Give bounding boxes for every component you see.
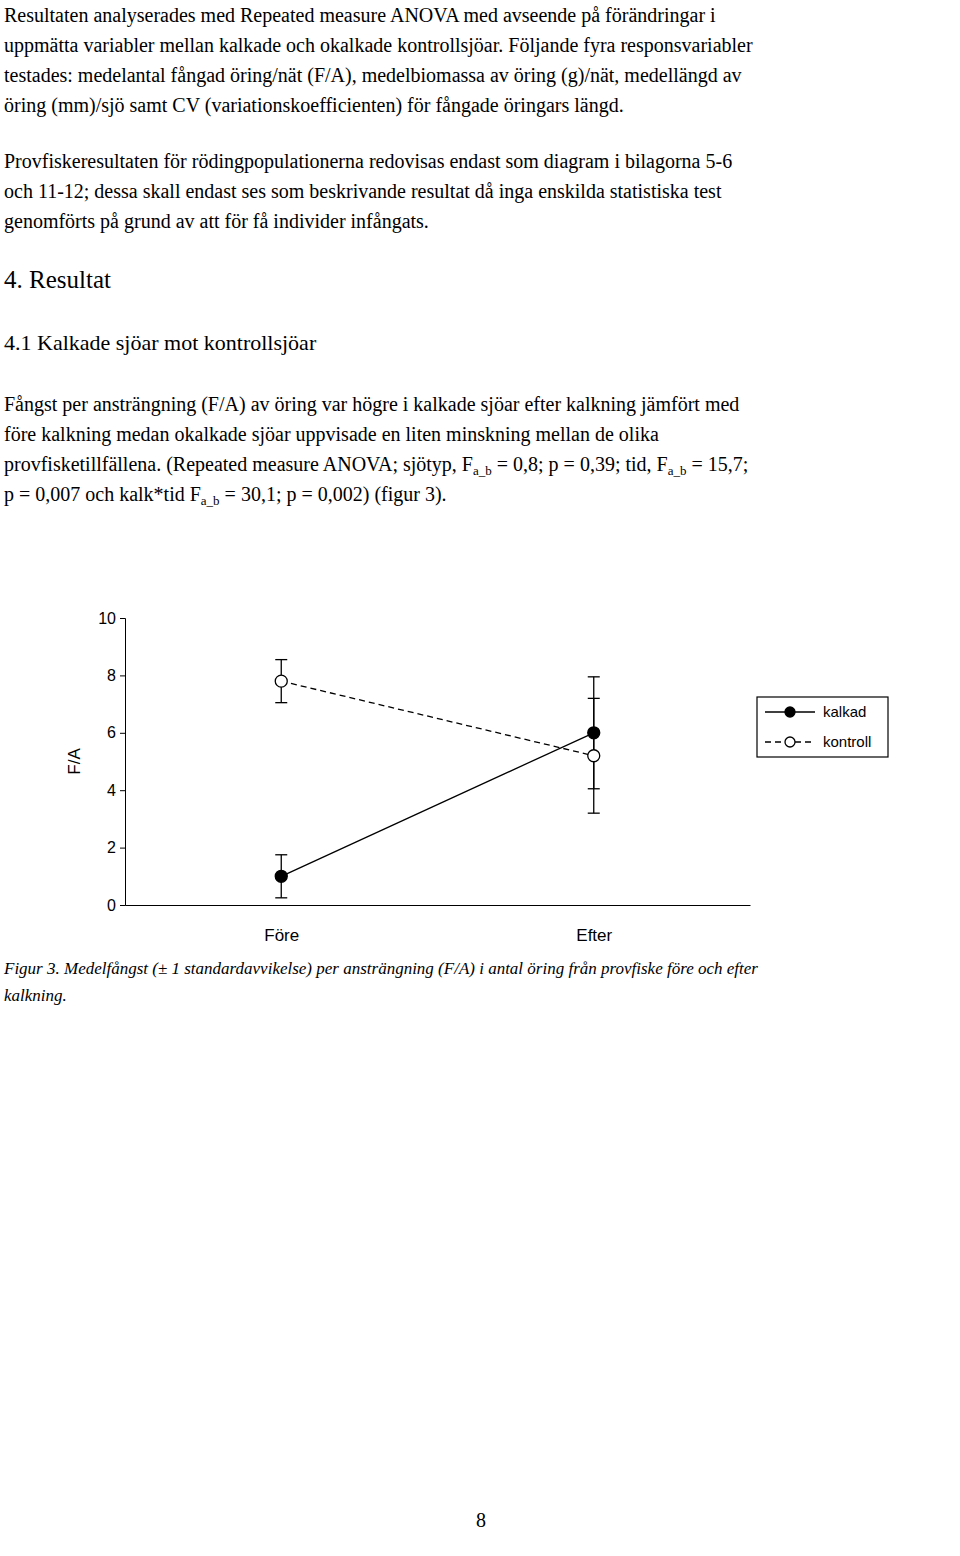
y-tick-mark xyxy=(120,733,125,734)
y-axis: 0 2 4 6 8 10 xyxy=(98,610,125,914)
y-tick-mark xyxy=(120,905,125,906)
x-axis-line xyxy=(126,905,751,906)
series xyxy=(275,660,600,814)
error-bar xyxy=(275,855,287,898)
text-line: provfisketillfällena. (Repeated measure … xyxy=(4,449,748,479)
error-bar-cap xyxy=(275,659,287,660)
x-tick-label: Efter xyxy=(576,926,612,945)
y-tick: 2 xyxy=(107,839,125,856)
text-line: 8 xyxy=(476,1505,486,1535)
text-run: provfisketillfällena. (Repeated measure … xyxy=(4,453,473,475)
text-run: = 0,8; p = 0,39; tid, F xyxy=(492,453,668,475)
subscript: a_b xyxy=(668,463,687,478)
page: Resultaten analyserades med Repeated mea… xyxy=(0,0,960,1556)
text-line: Resultaten analyserades med Repeated mea… xyxy=(4,0,716,30)
y-axis-line xyxy=(120,619,126,906)
text-line: Figur 3. Medelfångst (± 1 standardavvike… xyxy=(4,955,758,982)
x-tick-label: Före xyxy=(264,926,299,945)
y-tick: 6 xyxy=(107,724,125,741)
y-tick-label: 6 xyxy=(107,724,116,741)
data-point xyxy=(275,675,287,687)
y-tick-label: 4 xyxy=(107,782,116,799)
legend-marker xyxy=(785,707,795,717)
data-point xyxy=(275,870,287,882)
text-line: före kalkning medan okalkade sjöar uppvi… xyxy=(4,419,659,449)
y-tick-label: 2 xyxy=(107,839,116,856)
y-tick: 4 xyxy=(107,782,125,799)
y-tick-label: 8 xyxy=(107,667,116,684)
error-bar-cap xyxy=(588,698,600,699)
text-line: testades: medelantal fångad öring/nät (F… xyxy=(4,60,742,90)
y-tick: 10 xyxy=(98,610,125,627)
text-line: öring (mm)/sjö samt CV (variationskoeffi… xyxy=(4,90,624,120)
text-line: 4.1 Kalkade sjöar mot kontrollsjöar xyxy=(4,328,316,358)
legend-label: kontroll xyxy=(823,733,871,750)
error-bar-cap xyxy=(588,676,600,677)
text-line: p = 0,007 och kalk*tid Fa_b = 30,1; p = … xyxy=(4,479,447,509)
legend-label: kalkad xyxy=(823,703,866,720)
y-tick: 0 xyxy=(107,897,125,914)
data-point xyxy=(588,750,600,762)
y-tick-mark xyxy=(120,790,125,791)
text-run: = 15,7; xyxy=(686,453,748,475)
y-tick-mark xyxy=(120,675,125,676)
legend-box xyxy=(757,697,888,757)
error-bar xyxy=(275,660,287,703)
y-tick-label: 0 xyxy=(107,897,116,914)
text-line: och 11-12; dessa skall endast ses som be… xyxy=(4,176,721,206)
subscript: a_b xyxy=(201,493,220,508)
text-line: Provfiskeresultaten för rödingpopulation… xyxy=(4,146,732,176)
series-line xyxy=(281,681,594,756)
text-line: kalkning. xyxy=(4,982,67,1009)
error-bar-cap xyxy=(588,813,600,814)
text-line: Fångst per ansträngning (F/A) av öring v… xyxy=(4,389,739,419)
text-run: = 30,1; p = 0,002) (figur 3). xyxy=(220,483,447,505)
text-line: genomförts på grund av att för få indivi… xyxy=(4,206,429,236)
y-axis-title: F/A xyxy=(65,748,84,775)
x-tick: Före xyxy=(264,905,299,945)
legend-marker xyxy=(785,737,795,747)
error-bar-cap xyxy=(275,702,287,703)
series-line xyxy=(281,733,594,877)
y-tick-mark xyxy=(120,848,125,849)
subscript: a_b xyxy=(473,463,492,478)
x-tick: Efter xyxy=(576,905,612,945)
chart: 0 2 4 6 8 10 Före Efter F/A kalkad kontroll xyxy=(0,0,960,1556)
y-tick-label: 10 xyxy=(98,610,116,627)
error-bar-cap xyxy=(275,854,287,855)
plot-area xyxy=(275,660,600,898)
legend: kalkad kontroll xyxy=(757,697,888,757)
y-tick-mark xyxy=(120,618,125,619)
y-tick: 8 xyxy=(107,667,125,684)
text-line: 4. Resultat xyxy=(4,265,111,295)
text-line: uppmätta variabler mellan kalkade och ok… xyxy=(4,30,753,60)
error-bar xyxy=(588,698,600,813)
text-run: p = 0,007 och kalk*tid F xyxy=(4,483,201,505)
error-bar-cap xyxy=(275,897,287,898)
x-axis: Före Efter xyxy=(126,905,751,945)
series xyxy=(275,677,600,898)
